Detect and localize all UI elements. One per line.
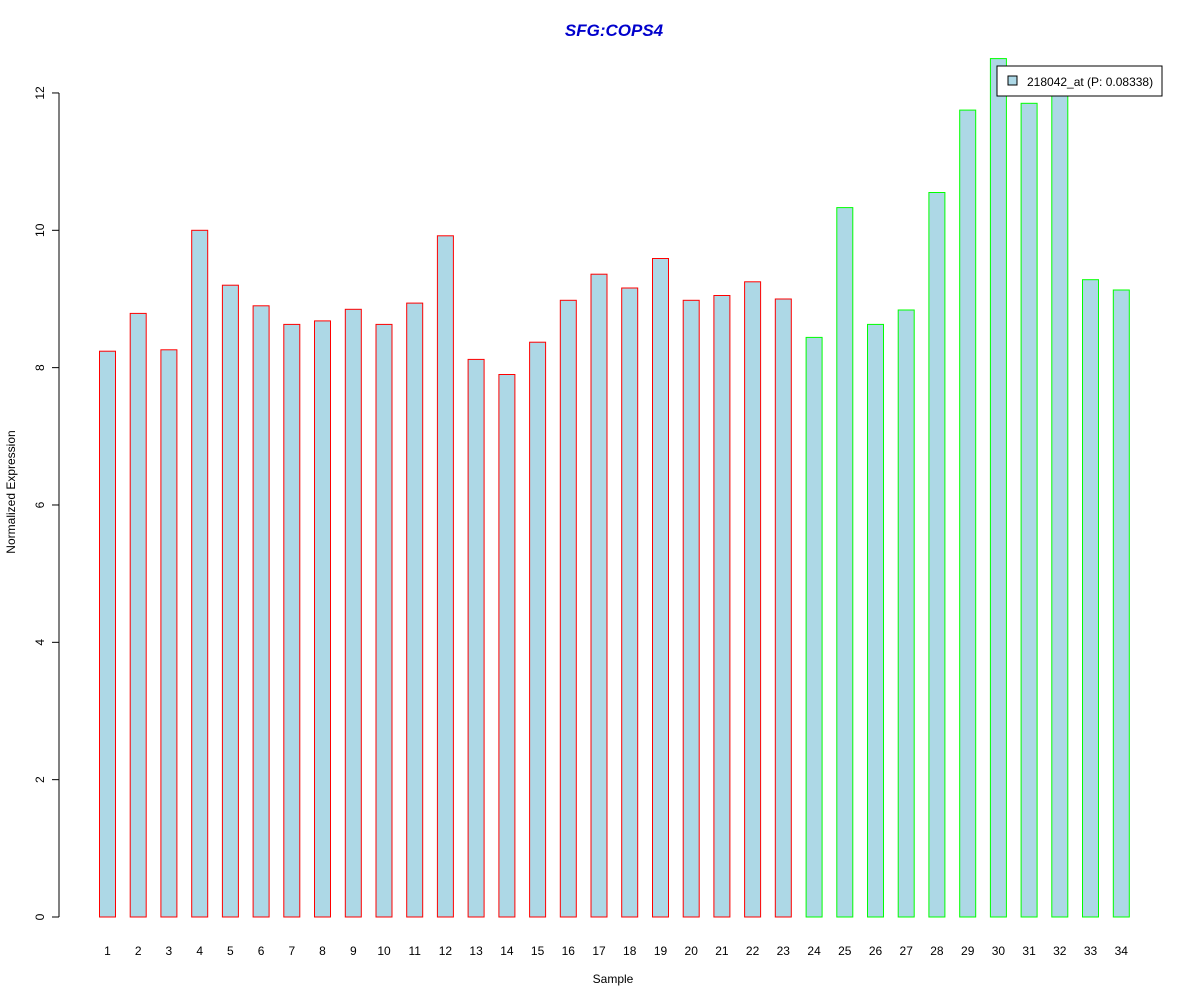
x-tick-label: 1 — [104, 944, 111, 958]
y-tick-label: 12 — [33, 86, 47, 100]
y-axis: 0 2 4 6 8 10 12 — [33, 86, 60, 920]
bar-sample-19 — [652, 258, 669, 918]
bar-sample-3 — [160, 349, 178, 918]
bar-sample-27 — [897, 309, 915, 918]
bar-sample-25 — [836, 207, 854, 918]
bar-sample-11 — [406, 302, 424, 918]
bar-sample-12 — [436, 235, 454, 918]
bar-sample-20 — [682, 299, 700, 918]
bar-sample-29 — [959, 109, 977, 918]
bar-sample-23 — [774, 298, 792, 918]
x-tick-label: 21 — [715, 944, 729, 958]
x-tick-label: 8 — [319, 944, 326, 958]
bar-sample-8 — [314, 320, 331, 918]
bar-sample-30 — [989, 58, 1007, 918]
bar-sample-22 — [744, 281, 762, 918]
bar-sample-17 — [590, 273, 608, 918]
x-tick-label: 4 — [196, 944, 203, 958]
bar-sample-7 — [283, 323, 301, 918]
x-tick-label: 20 — [685, 944, 699, 958]
bar-sample-13 — [467, 358, 485, 918]
y-axis-title: Normalized Expression — [4, 430, 18, 553]
x-tick-label: 27 — [900, 944, 914, 958]
bar-sample-24 — [805, 336, 823, 918]
y-tick-label: 0 — [33, 913, 47, 920]
legend: 218042_at (P: 0.08338) — [996, 65, 1163, 97]
x-tick-label: 18 — [623, 944, 637, 958]
x-tick-label: 5 — [227, 944, 234, 958]
legend-swatch — [1007, 75, 1018, 86]
x-tick-label: 9 — [350, 944, 357, 958]
bar-sample-6 — [252, 305, 270, 918]
x-tick-label: 7 — [288, 944, 295, 958]
x-tick-label: 26 — [869, 944, 883, 958]
bar-sample-33 — [1082, 279, 1099, 918]
x-tick-label: 34 — [1115, 944, 1129, 958]
bar-sample-32 — [1051, 92, 1069, 918]
bar-sample-4 — [191, 229, 209, 918]
bar-sample-21 — [713, 295, 731, 918]
bar-sample-26 — [867, 323, 884, 918]
x-tick-label: 10 — [377, 944, 391, 958]
x-tick-label: 29 — [961, 944, 975, 958]
x-tick-label: 31 — [1022, 944, 1036, 958]
x-tick-label: 32 — [1053, 944, 1067, 958]
bar-sample-31 — [1020, 102, 1038, 918]
x-tick-label: 30 — [992, 944, 1006, 958]
bar-sample-5 — [221, 284, 239, 918]
bars-group — [99, 58, 1130, 918]
x-tick-label: 24 — [807, 944, 821, 958]
x-tick-label: 17 — [592, 944, 606, 958]
y-tick-label: 6 — [33, 501, 47, 508]
bar-sample-15 — [529, 341, 547, 918]
x-tick-label: 14 — [500, 944, 514, 958]
legend-label: 218042_at (P: 0.08338) — [1027, 75, 1153, 89]
x-tick-label: 3 — [166, 944, 173, 958]
x-axis-tick-labels: 1 2 3 4 5 6 7 8 9 10 11 12 13 14 15 16 17 18 19 20 21 22 23 24 2… — [104, 944, 1128, 958]
x-tick-label: 22 — [746, 944, 760, 958]
y-tick-label: 8 — [33, 364, 47, 371]
y-tick-label: 4 — [33, 639, 47, 646]
y-tick-label: 10 — [33, 223, 47, 237]
x-axis-title: Sample — [593, 972, 634, 986]
x-tick-label: 2 — [135, 944, 142, 958]
bar-sample-14 — [498, 374, 516, 918]
x-tick-label: 6 — [258, 944, 265, 958]
bar-sample-1 — [99, 350, 116, 918]
bar-sample-18 — [621, 287, 639, 918]
x-tick-label: 16 — [562, 944, 576, 958]
x-tick-label: 25 — [838, 944, 852, 958]
x-tick-label: 28 — [930, 944, 944, 958]
bar-sample-9 — [344, 308, 362, 918]
x-tick-label: 23 — [777, 944, 791, 958]
bar-sample-2 — [129, 312, 147, 918]
x-tick-label: 13 — [469, 944, 483, 958]
y-tick-label: 2 — [33, 776, 47, 783]
x-tick-label: 33 — [1084, 944, 1098, 958]
x-tick-label: 19 — [654, 944, 668, 958]
bar-sample-34 — [1112, 289, 1130, 918]
bar-sample-16 — [559, 299, 577, 918]
x-tick-label: 11 — [408, 944, 421, 958]
legend-box — [996, 65, 1163, 97]
bar-sample-10 — [375, 323, 393, 918]
bar-sample-28 — [928, 192, 946, 918]
x-tick-label: 12 — [439, 944, 453, 958]
chart-title: SFG:COPS4 — [565, 21, 664, 40]
x-tick-label: 15 — [531, 944, 545, 958]
